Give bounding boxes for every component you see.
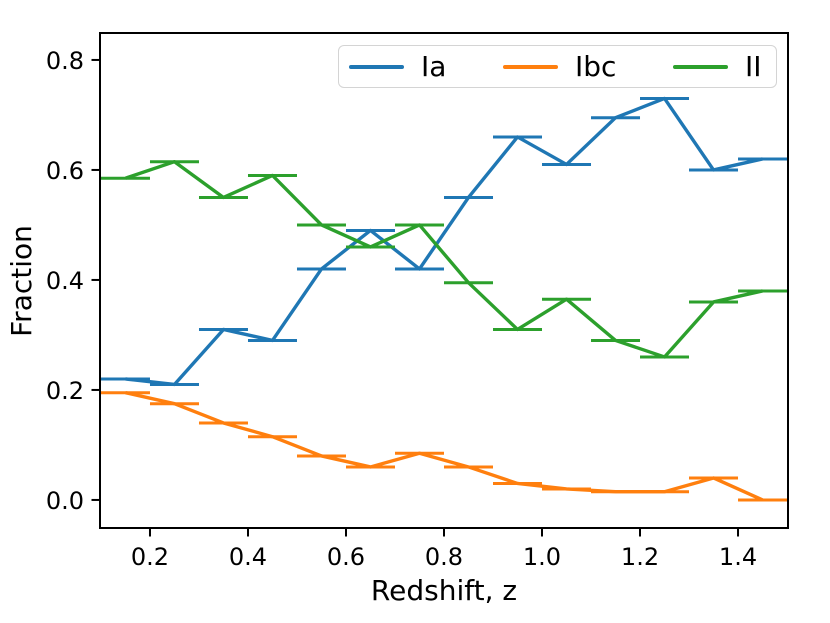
y-tick-label: 0.4 xyxy=(46,267,84,295)
x-tick-label: 1.4 xyxy=(719,543,757,571)
legend-entry-ibc: Ibc xyxy=(503,46,616,87)
series-line-Ibc xyxy=(125,391,764,502)
series-Ibc xyxy=(100,391,788,502)
legend-line-sample-ii xyxy=(673,64,728,69)
x-tick-label: 1.2 xyxy=(621,543,659,571)
x-tick-label: 0.6 xyxy=(327,543,365,571)
legend-line-sample-ibc xyxy=(503,64,558,69)
series-Ia xyxy=(100,96,788,387)
y-axis-label: Fraction xyxy=(5,225,38,337)
x-tick-label: 0.4 xyxy=(229,543,267,571)
y-tick-label: 0.8 xyxy=(46,47,84,75)
legend-line-sample-ia xyxy=(349,64,404,69)
legend-entry-ii: II xyxy=(673,46,762,87)
y-tick-label: 0.0 xyxy=(46,487,84,515)
legend-entry-ia: Ia xyxy=(349,46,446,87)
y-tick-label: 0.6 xyxy=(46,157,84,185)
x-tick-label: 0.2 xyxy=(131,543,169,571)
series-line-II xyxy=(124,159,763,359)
legend-label-ii: II xyxy=(745,50,762,83)
legend-label-ibc: Ibc xyxy=(575,50,617,83)
x-tick-label: 0.8 xyxy=(425,543,463,571)
y-tick-label: 0.2 xyxy=(46,377,84,405)
x-tick-label: 1.0 xyxy=(523,543,561,571)
series-II xyxy=(100,159,788,359)
x-axis-label: Redshift, z xyxy=(370,574,518,607)
series-line-Ia xyxy=(125,96,763,387)
legend-label-ia: Ia xyxy=(421,50,447,83)
legend: Ia Ibc II xyxy=(338,45,777,88)
